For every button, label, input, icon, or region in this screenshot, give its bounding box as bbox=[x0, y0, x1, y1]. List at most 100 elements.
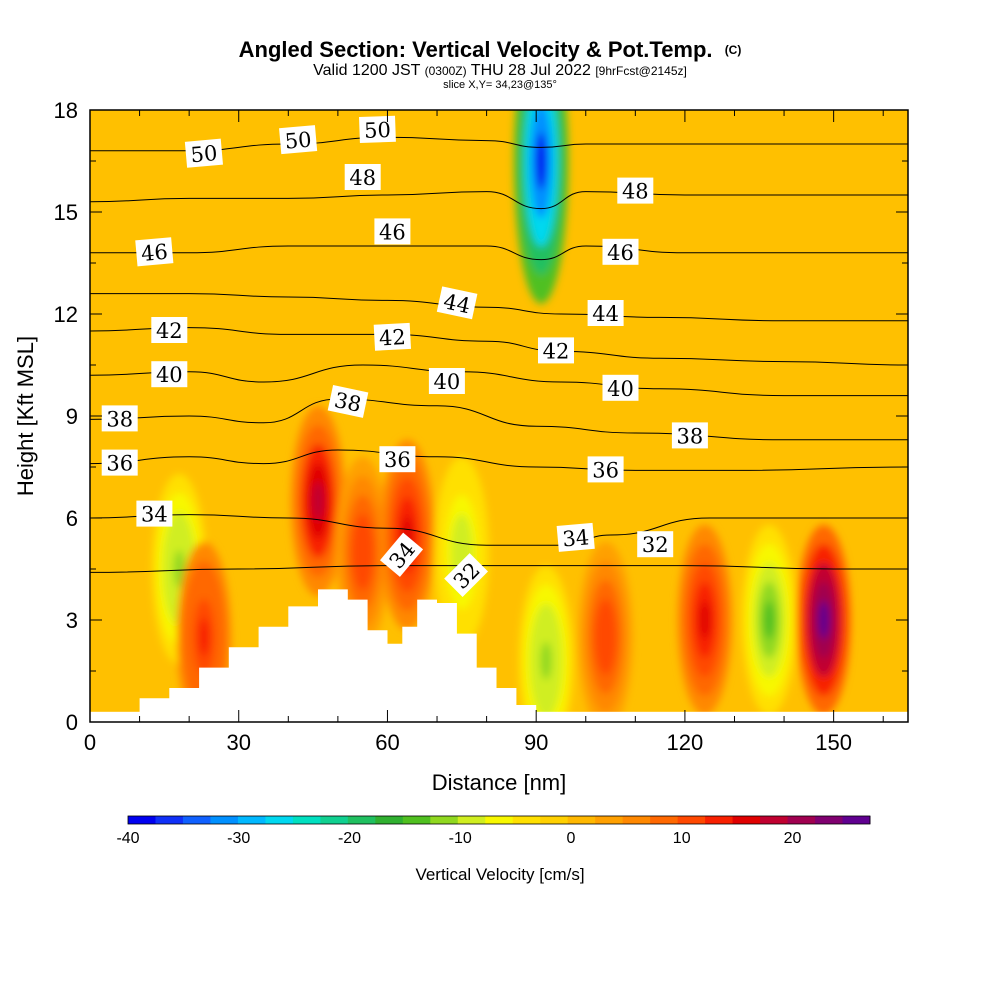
contour-label-text: 48 bbox=[349, 166, 376, 190]
contour-label-box bbox=[151, 317, 188, 343]
colorbar-swatch bbox=[155, 816, 184, 824]
contour-label-text: 42 bbox=[156, 319, 183, 343]
x-axis: 0 30 60 90 120 150 bbox=[84, 110, 884, 755]
velocity-level bbox=[600, 617, 612, 657]
chart-title: Angled Section: Vertical Velocity & Pot.… bbox=[239, 37, 742, 62]
colorbar-frame bbox=[127, 815, 871, 825]
velocity-cell bbox=[578, 541, 633, 722]
contour-label-box bbox=[359, 115, 396, 144]
contour-label: 50 bbox=[359, 115, 396, 144]
contour-label-text: 36 bbox=[592, 458, 619, 482]
velocity-cell bbox=[290, 405, 346, 597]
colorbar-swatch bbox=[320, 816, 349, 824]
colorbar-tick-label: 10 bbox=[673, 830, 691, 847]
theta-contour bbox=[90, 565, 908, 573]
contour-label-box bbox=[637, 531, 674, 558]
velocity-level bbox=[173, 549, 185, 589]
theta-contour bbox=[90, 136, 908, 152]
colorbar-swatch bbox=[182, 816, 211, 824]
contour-label-box bbox=[373, 322, 412, 351]
colorbar-swatch bbox=[237, 816, 266, 824]
valid-date: THU 28 Jul 2022 bbox=[471, 62, 591, 79]
colorbar-tick-label: 0 bbox=[567, 830, 576, 847]
velocity-level bbox=[818, 600, 830, 640]
colorbar-swatch bbox=[402, 816, 431, 824]
valid-prefix: Valid 1200 JST bbox=[313, 62, 421, 79]
contour-label: 46 bbox=[602, 238, 639, 265]
contour-label-text: 48 bbox=[622, 180, 649, 204]
contour-label-text: 40 bbox=[607, 377, 634, 401]
contour-label-text: 38 bbox=[106, 407, 133, 431]
contour-label-box bbox=[602, 238, 639, 265]
theta-contour bbox=[90, 449, 908, 471]
theta-contour bbox=[90, 514, 908, 546]
contour-label: 38 bbox=[327, 384, 369, 418]
contour-label-box bbox=[374, 218, 411, 245]
velocity-level bbox=[357, 532, 369, 572]
colorbar-swatch bbox=[567, 816, 596, 824]
contour-label: 46 bbox=[374, 218, 411, 245]
velocity-level bbox=[198, 617, 210, 657]
chart-subtitle: Valid 1200 JST (0300Z) THU 28 Jul 2022 [… bbox=[313, 62, 687, 79]
colorbar-swatch bbox=[292, 816, 321, 824]
colorbar-swatch bbox=[760, 816, 789, 824]
plot-area: 50 50 50 48 48 46 46 46 44 44 42 42 42 40 40 40 38 38 38 36… bbox=[90, 110, 908, 722]
x-tick-label: 30 bbox=[226, 730, 250, 755]
contour-label-text: 46 bbox=[607, 241, 634, 265]
colorbar-swatch bbox=[347, 816, 376, 824]
contour-label: 40 bbox=[151, 361, 188, 388]
chart-title-text: Angled Section: Vertical Velocity & Pot.… bbox=[239, 37, 713, 62]
colorbar-swatch bbox=[485, 816, 514, 824]
colorbar-tick-label: -20 bbox=[338, 830, 361, 847]
contour-label-text: 38 bbox=[332, 388, 363, 417]
contour-label: 46 bbox=[135, 237, 174, 267]
contour-label: 32 bbox=[637, 531, 674, 558]
contour-label-box bbox=[101, 405, 138, 432]
velocity-level bbox=[699, 600, 711, 640]
slice-info: slice X,Y= 34,23@135° bbox=[443, 79, 557, 91]
contour-label: 38 bbox=[101, 405, 138, 432]
contour-label: 42 bbox=[373, 322, 412, 351]
x-tick-label: 0 bbox=[84, 730, 96, 755]
potential-temperature-contours bbox=[90, 136, 908, 573]
x-axis-label: Distance [nm] bbox=[432, 770, 567, 795]
colorbar-swatch bbox=[787, 816, 816, 824]
contour-label: 44 bbox=[436, 286, 478, 320]
contour-label: 44 bbox=[587, 300, 624, 326]
contour-label-text: 34 bbox=[141, 503, 168, 527]
contour-label: 42 bbox=[538, 337, 574, 364]
contour-label-box bbox=[344, 164, 381, 190]
contour-label: 38 bbox=[671, 422, 708, 449]
colorbar-swatch bbox=[595, 816, 624, 824]
contour-label-box bbox=[327, 384, 369, 418]
contour-label-text: 40 bbox=[434, 370, 461, 394]
valid-utc: (0300Z) bbox=[425, 64, 467, 78]
contour-label-box bbox=[538, 337, 574, 364]
theta-contour bbox=[90, 327, 908, 366]
colorbar-swatch bbox=[650, 816, 679, 824]
contour-label-text: 42 bbox=[543, 339, 570, 363]
contour-label: 40 bbox=[602, 374, 639, 401]
contour-label: 48 bbox=[617, 177, 654, 204]
velocity-level bbox=[763, 600, 775, 640]
contour-label-text: 46 bbox=[140, 240, 169, 266]
contour-label-text: 40 bbox=[156, 363, 183, 387]
colorbar-swatch bbox=[842, 816, 871, 824]
chart-title-mark: (C) bbox=[725, 43, 742, 57]
contour-label: 50 bbox=[184, 138, 223, 168]
contour-label: 50 bbox=[279, 125, 318, 155]
contour-label-box bbox=[379, 446, 416, 473]
contour-label-text: 38 bbox=[677, 424, 704, 448]
theta-contour bbox=[90, 293, 908, 322]
contour-label-text: 46 bbox=[379, 220, 406, 244]
colorbar-swatch bbox=[375, 816, 404, 824]
terrain bbox=[90, 589, 537, 722]
contour-label: 40 bbox=[428, 368, 465, 394]
colorbar-swatch bbox=[512, 816, 541, 824]
contour-label-text: 34 bbox=[561, 525, 590, 551]
x-tick-label: 120 bbox=[667, 730, 704, 755]
contour-label: 42 bbox=[151, 317, 188, 343]
contour-label-box bbox=[587, 300, 624, 326]
y-tick-label: 9 bbox=[66, 404, 78, 429]
